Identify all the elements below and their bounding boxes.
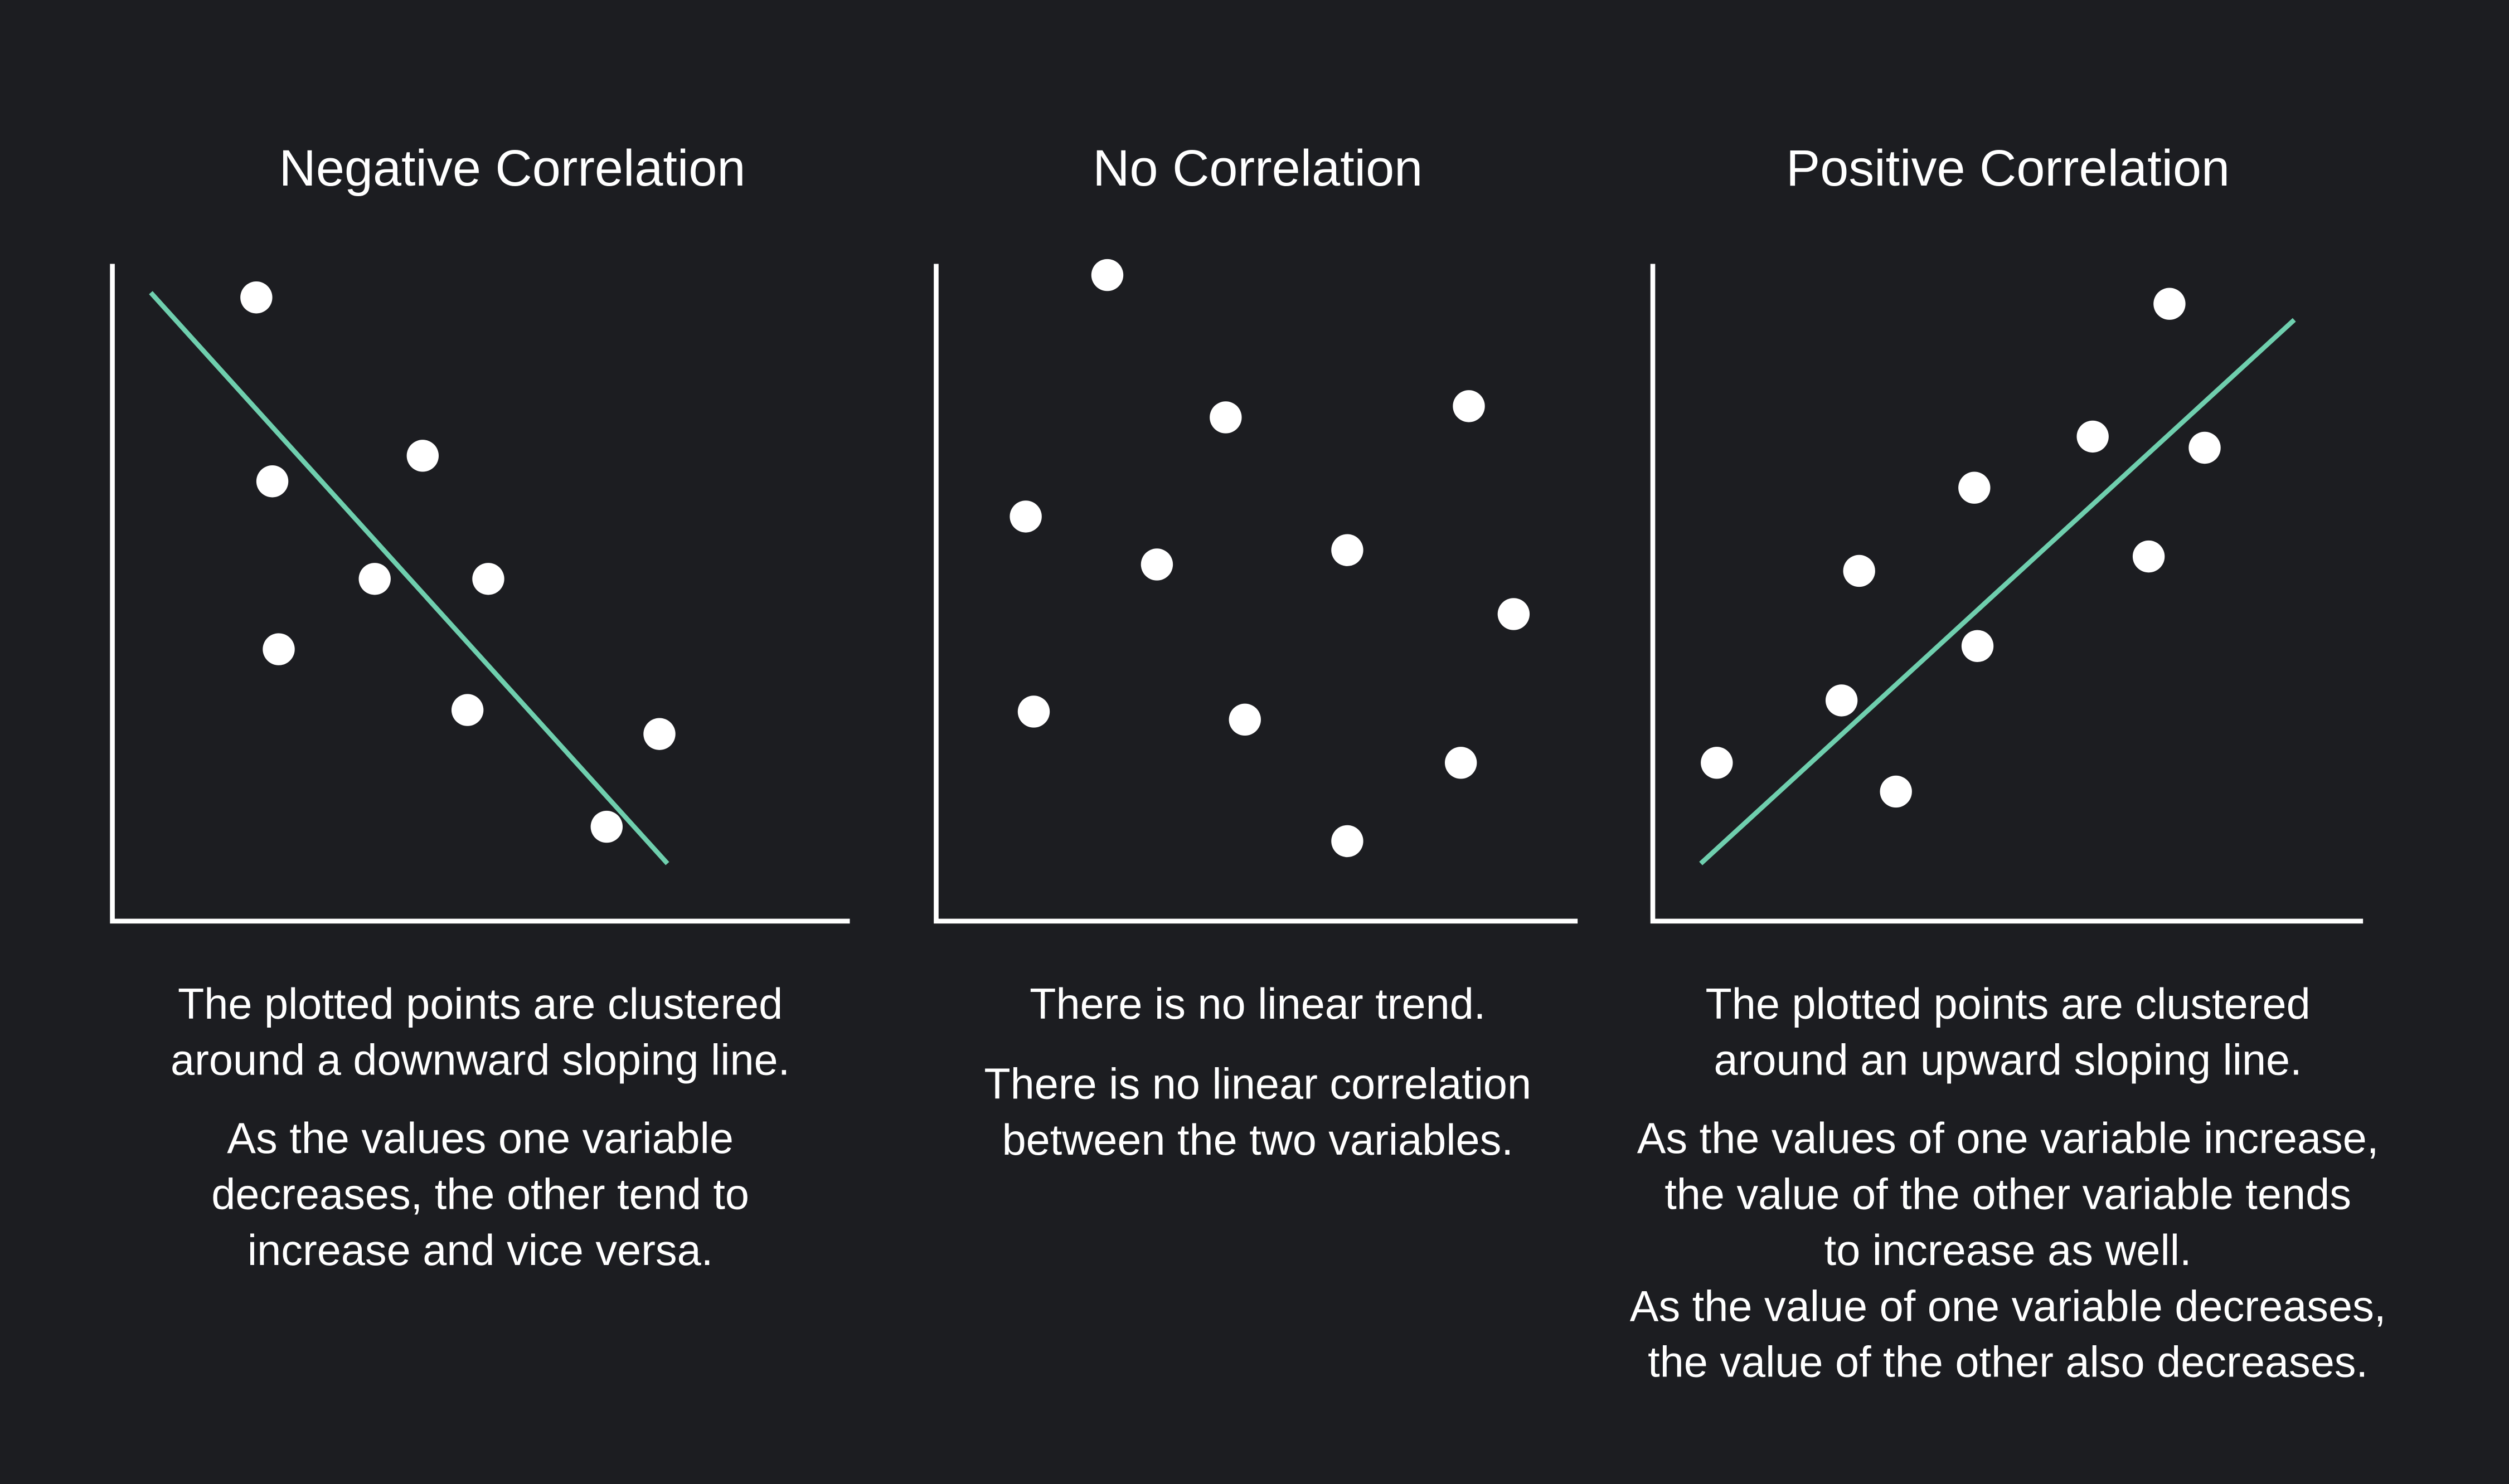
scatter-point xyxy=(1843,554,1875,587)
scatter-point xyxy=(1444,747,1477,779)
scatter-points xyxy=(240,281,676,843)
scatter-point xyxy=(406,440,439,472)
axes xyxy=(1650,264,2364,924)
scatter-point xyxy=(256,465,289,498)
scatter-point xyxy=(1880,775,1912,808)
scatter-point xyxy=(1229,703,1261,736)
scatter-point xyxy=(1825,684,1858,717)
trend-line xyxy=(1699,318,2296,865)
scatter-point xyxy=(2188,431,2221,464)
note-line: As the value of one variable decreases, xyxy=(1630,1282,2386,1330)
panel-positive-correlation: Positive Correlation The plotted points … xyxy=(1630,140,2386,1386)
scatter-point xyxy=(1010,500,1042,533)
note-line: the value of the other also decreases. xyxy=(1648,1339,2368,1386)
scatter-point xyxy=(2153,288,2186,320)
scatter-points xyxy=(1701,288,2221,808)
note-line: There is no linear correlation xyxy=(984,1060,1531,1108)
panel-no-correlation: No Correlation There is no linear trend.… xyxy=(934,140,1578,1164)
scatter-point xyxy=(1091,259,1124,291)
note-line: As the values of one variable increase, xyxy=(1637,1115,2379,1162)
scatter-point xyxy=(1331,534,1363,566)
description-line: The plotted points are clustered xyxy=(178,980,783,1028)
scatter-points xyxy=(1010,259,1530,858)
note-line: the value of the other variable tends xyxy=(1664,1170,2351,1218)
scatter-point xyxy=(2132,540,2165,573)
scatter-point xyxy=(643,718,676,750)
panel-title: Negative Correlation xyxy=(279,140,746,197)
description-line: The plotted points are clustered xyxy=(1705,980,2310,1028)
scatter-point xyxy=(1453,390,1485,422)
scatter-point xyxy=(1701,747,1733,779)
scatter-point xyxy=(590,810,623,843)
scatter-point xyxy=(2076,420,2109,453)
note-line: between the two variables. xyxy=(1002,1116,1513,1164)
trend-line xyxy=(149,291,669,865)
axes xyxy=(934,264,1578,924)
scatter-point xyxy=(451,694,484,726)
panel-negative-correlation: Negative Correlation The plotted points … xyxy=(110,140,850,1274)
description-line: around an upward sloping line. xyxy=(1714,1036,2302,1084)
description-line: around a downward sloping line. xyxy=(171,1036,790,1084)
scatter-point xyxy=(1961,630,1994,663)
scatter-point xyxy=(1141,548,1173,581)
scatter-point xyxy=(1017,695,1050,728)
note-line: decreases, the other tend to xyxy=(211,1170,749,1218)
axes xyxy=(110,264,850,924)
note-line: As the values one variable xyxy=(227,1115,734,1162)
panel-title: No Correlation xyxy=(1093,140,1423,197)
scatter-point xyxy=(263,633,295,665)
scatter-point xyxy=(472,563,504,595)
scatter-point xyxy=(1210,401,1242,434)
scatter-point xyxy=(1497,598,1530,630)
note-line: to increase as well. xyxy=(1824,1227,2192,1274)
description-line: There is no linear trend. xyxy=(1030,980,1486,1028)
scatter-point xyxy=(358,563,391,595)
panel-title: Positive Correlation xyxy=(1786,140,2230,197)
scatter-point xyxy=(1331,825,1363,858)
scatter-point xyxy=(240,281,273,314)
scatter-point xyxy=(1958,471,1991,504)
note-line: increase and vice versa. xyxy=(247,1227,713,1274)
